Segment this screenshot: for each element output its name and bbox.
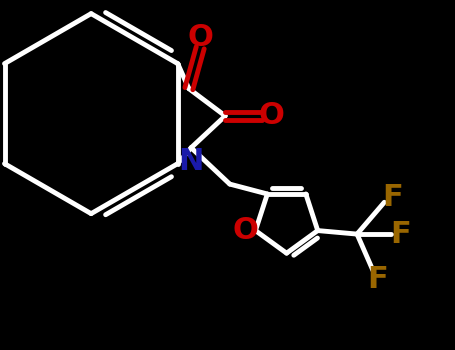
Text: O: O: [258, 102, 284, 131]
Text: O: O: [187, 23, 213, 52]
Text: F: F: [382, 183, 403, 212]
Text: F: F: [367, 265, 388, 294]
Text: O: O: [233, 216, 258, 245]
Text: F: F: [390, 219, 410, 248]
Text: N: N: [178, 147, 204, 176]
